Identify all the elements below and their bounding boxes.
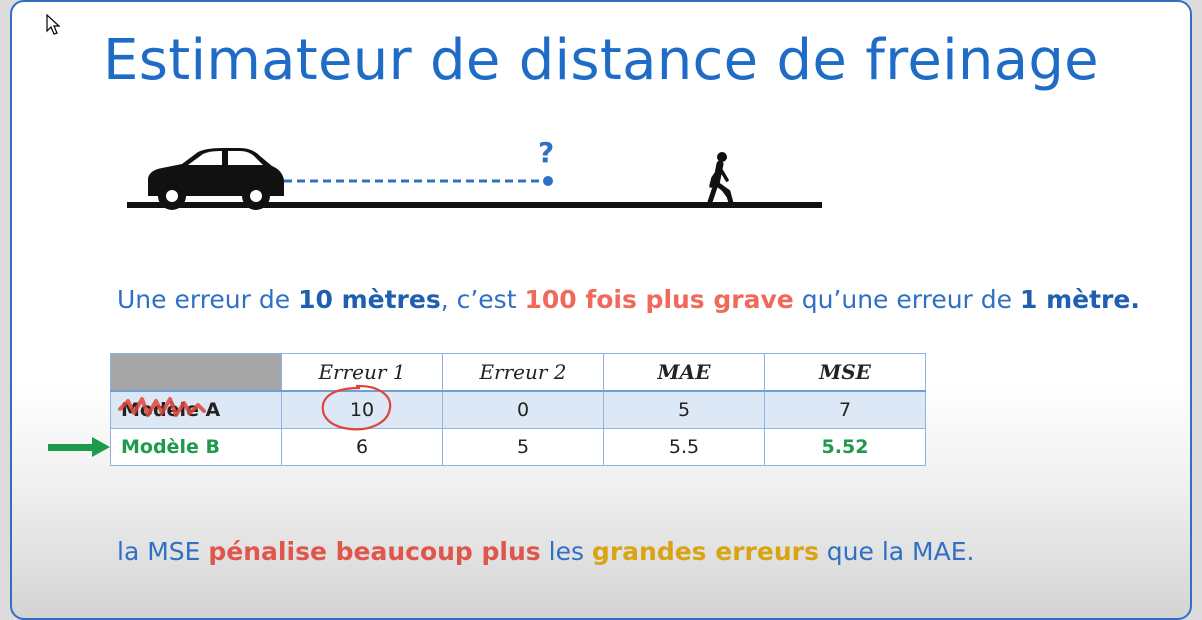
table-cell-mse-best: 5.52	[765, 429, 926, 466]
statement-bold-1m: 1 mètre.	[1020, 285, 1140, 314]
table-cell-erreur2: 5	[443, 429, 604, 466]
conclusion-text: la MSE	[117, 537, 208, 566]
conclusion-text: les	[541, 537, 592, 566]
statement-text: Une erreur de	[117, 285, 298, 314]
table-cell-mae: 5.5	[604, 429, 765, 466]
conclusion-highlight-gold: grandes erreurs	[592, 537, 819, 566]
table-cell-erreur1: 10	[282, 391, 443, 429]
statement-error-gravity: Une erreur de 10 mètres, c’est 100 fois …	[117, 285, 1202, 314]
conclusion-text: que la MAE.	[819, 537, 975, 566]
model-name-cell: Modèle B	[111, 429, 282, 466]
metrics-table: Erreur 1 Erreur 2 MAE MSE Modèle A 10 0 …	[110, 353, 926, 466]
distance-endpoint	[543, 176, 553, 186]
table-header-mae: MAE	[604, 354, 765, 392]
table-cell-erreur2: 0	[443, 391, 604, 429]
statement-bold-10m: 10 mètres	[298, 285, 441, 314]
conclusion-statement: la MSE pénalise beaucoup plus les grande…	[117, 537, 1202, 566]
table-row: Modèle A 10 0 5 7	[111, 391, 926, 429]
statement-text: , c’est	[441, 285, 525, 314]
car-icon	[148, 148, 284, 210]
table-header-row: Erreur 1 Erreur 2 MAE MSE	[111, 354, 926, 392]
road-line	[127, 202, 822, 208]
table-cell-mae: 5	[604, 391, 765, 429]
table-cell-mse: 7	[765, 391, 926, 429]
unknown-distance-mark: ?	[538, 136, 554, 169]
red-scribble-annotation	[118, 393, 210, 421]
statement-text: qu’une erreur de	[794, 285, 1020, 314]
green-arrow-icon	[48, 437, 110, 457]
table-header-mse: MSE	[765, 354, 926, 392]
table-cell-erreur1: 6	[282, 429, 443, 466]
table-header-corner	[111, 354, 282, 392]
table-header-erreur2: Erreur 2	[443, 354, 604, 392]
table-row: Modèle B 6 5 5.5 5.52	[111, 429, 926, 466]
conclusion-highlight-red: pénalise beaucoup plus	[208, 537, 540, 566]
braking-scene	[0, 0, 1202, 240]
red-circle-annotation	[316, 382, 396, 434]
statement-highlight: 100 fois plus grave	[524, 285, 793, 314]
pedestrian-icon	[710, 152, 731, 203]
